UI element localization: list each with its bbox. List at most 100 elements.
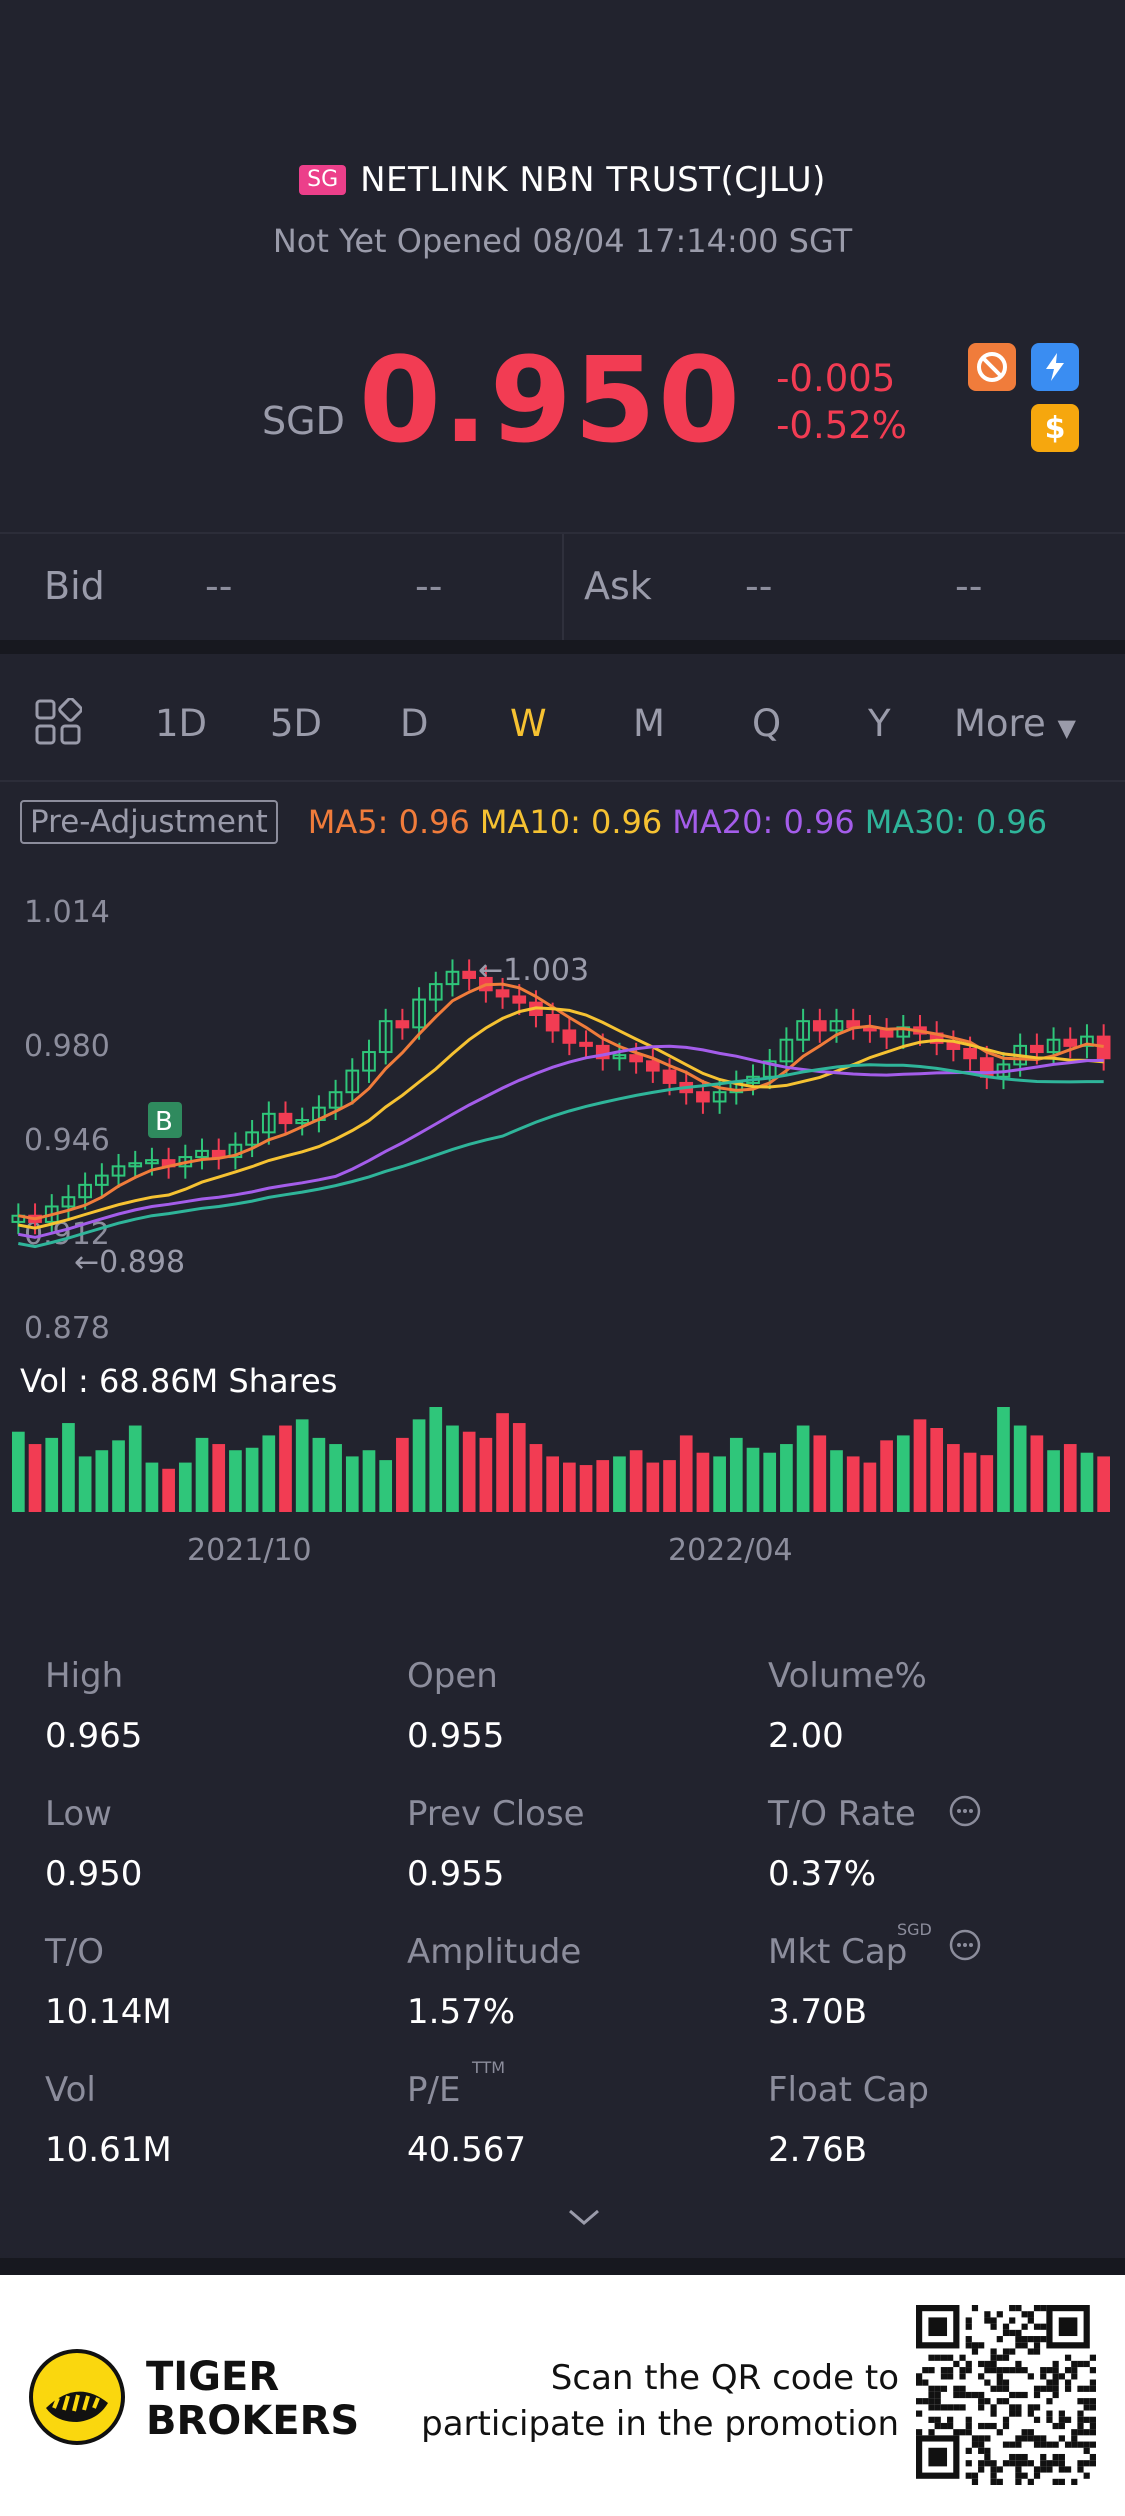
buy-marker[interactable]: B (148, 1102, 182, 1138)
candle (395, 1020, 410, 1029)
volume-bar (195, 1437, 209, 1512)
qr-module (1077, 2441, 1084, 2448)
qr-module (1015, 2342, 1022, 2349)
volume-bar (279, 1425, 292, 1512)
tab-m[interactable]: M (633, 702, 665, 745)
qr-module (1033, 2466, 1041, 2473)
candle (545, 1014, 560, 1032)
tiger-logo-icon (28, 2348, 126, 2450)
stat-label: Volume% (768, 1656, 927, 1696)
qr-module (1077, 2466, 1084, 2473)
qr-module (1052, 2373, 1059, 2380)
qr-module (1033, 2305, 1041, 2312)
qr-module (990, 2317, 997, 2324)
brand-line-1: TIGER (146, 2354, 280, 2400)
qr-module (959, 2367, 966, 2374)
candle (61, 1196, 76, 1208)
qr-module (1058, 2478, 1065, 2485)
stat-label: T/O (45, 1932, 104, 1972)
qr-module (1002, 2441, 1010, 2448)
qr-module (934, 2385, 941, 2392)
volume-bar (512, 1423, 526, 1512)
ask-price: -- (745, 564, 773, 608)
stat-label: Open (407, 1656, 498, 1696)
qr-module (1077, 2416, 1084, 2423)
qr-module (1002, 2422, 1010, 2430)
qr-module (959, 2354, 966, 2361)
tab-w[interactable]: W (510, 702, 547, 745)
qr-module (934, 2391, 941, 2399)
volume-bar (112, 1440, 125, 1512)
qr-finder (928, 2317, 948, 2337)
volume-bar (162, 1468, 175, 1512)
mkt-cap-currency: SGD (897, 1920, 932, 1939)
candle (78, 1183, 92, 1199)
qr-module (990, 2404, 997, 2411)
qr-module (984, 2435, 991, 2442)
price-row: SGD 0.950 -0.005 -0.52% (262, 341, 907, 459)
qr-module (1021, 2429, 1028, 2436)
forbid-icon[interactable] (968, 343, 1016, 391)
qr-module (1089, 2367, 1096, 2374)
volume-bar (796, 1425, 810, 1512)
qr-module (1033, 2391, 1041, 2399)
qr-module (1046, 2385, 1053, 2392)
volume-bar (295, 1419, 309, 1512)
tab-q[interactable]: Q (752, 702, 782, 745)
tab-y[interactable]: Y (868, 702, 891, 745)
qr-module (1064, 2466, 1072, 2473)
stat-label: Prev Close (407, 1794, 585, 1834)
qr-module (990, 2367, 997, 2374)
tab-5d[interactable]: 5D (270, 702, 323, 745)
volume-bar (479, 1437, 493, 1512)
volume-bar (429, 1407, 443, 1512)
candle (829, 1020, 844, 1032)
qr-module (996, 2373, 1003, 2380)
qr-module (978, 2460, 985, 2467)
expand-chevron-icon[interactable] (566, 2205, 602, 2233)
volume-bar (613, 1456, 626, 1512)
promo-line-2: participate in the promotion (421, 2404, 899, 2444)
pre-adjustment-button[interactable]: Pre-Adjustment (20, 800, 278, 844)
qr-module (1009, 2329, 1016, 2337)
qr-module (1021, 2453, 1028, 2461)
stat-label: High (45, 1656, 124, 1696)
price-chart[interactable]: 1.014 0.980 0.946 0.912 0.878 ←1.003 ←0.… (0, 880, 1125, 1580)
qr-module (1064, 2367, 1072, 2374)
bid-ask-divider (562, 534, 564, 642)
qr-module (1040, 2453, 1047, 2461)
qr-module (971, 2441, 979, 2448)
candle (94, 1174, 109, 1186)
qr-module (965, 2360, 972, 2368)
tab-d[interactable]: D (400, 702, 429, 745)
layout-grid-icon[interactable] (34, 697, 83, 750)
stat-amplitude: Amplitude 1.57% (407, 1932, 581, 2032)
tab-1d[interactable]: 1D (155, 702, 208, 745)
qr-module (922, 2379, 929, 2386)
qr-module (1058, 2460, 1065, 2467)
qr-module (1040, 2441, 1047, 2448)
qr-module (965, 2391, 972, 2399)
more-info-icon[interactable] (948, 1794, 982, 1832)
qr-module (996, 2311, 1003, 2318)
candle (879, 1029, 894, 1038)
stat-value: 10.61M (45, 2130, 172, 2170)
candle (712, 1091, 727, 1103)
tab-more[interactable]: More ▼ (954, 702, 1076, 745)
qr-module (1021, 2391, 1028, 2399)
qr-module (1077, 2398, 1084, 2405)
qr-code-icon[interactable] (916, 2305, 1096, 2485)
volume-bar (1063, 1444, 1077, 1512)
dollar-icon[interactable]: $ (1031, 404, 1079, 452)
qr-module (1027, 2435, 1034, 2442)
qr-module (928, 2367, 935, 2374)
qr-module (990, 2323, 997, 2330)
qr-finder (928, 2447, 948, 2467)
more-info-icon[interactable] (948, 1928, 982, 1966)
qr-module (1021, 2311, 1028, 2318)
flash-icon[interactable] (1031, 343, 1079, 391)
volume-bar (1097, 1456, 1110, 1512)
qr-module (947, 2354, 954, 2361)
qr-module (1040, 2305, 1047, 2312)
stat-value: 0.965 (45, 1716, 143, 1756)
